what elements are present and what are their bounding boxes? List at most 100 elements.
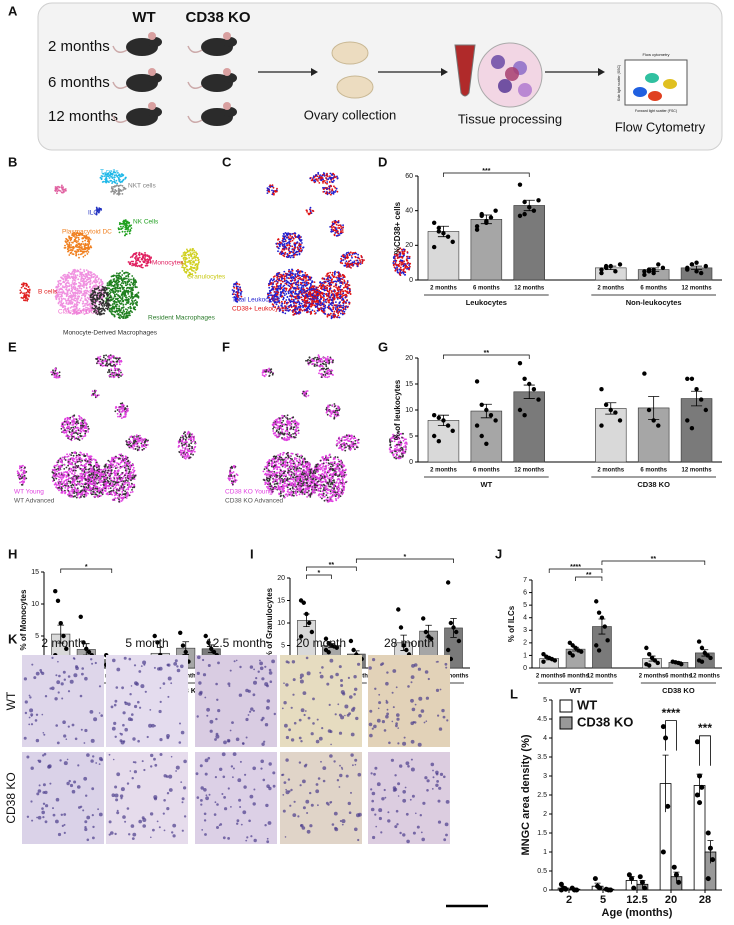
tsne-dot bbox=[104, 173, 107, 176]
tsne-dot bbox=[78, 234, 81, 237]
tsne-dot bbox=[20, 286, 23, 289]
tsne-dot bbox=[332, 172, 334, 175]
tsne-dot bbox=[107, 363, 110, 366]
tsne-dot bbox=[102, 300, 105, 303]
tsne-dot bbox=[296, 253, 299, 256]
tsne-dot bbox=[115, 309, 118, 312]
tsne-dot bbox=[94, 291, 97, 294]
tsne-dot bbox=[115, 279, 118, 281]
tsne-dot bbox=[26, 284, 28, 286]
tsne-dot bbox=[348, 301, 350, 304]
tsne-dot bbox=[69, 239, 72, 242]
tsne-dot bbox=[85, 280, 88, 283]
tsne-dot bbox=[128, 445, 130, 448]
tsne-dot bbox=[84, 304, 86, 307]
tsne-dot bbox=[87, 290, 90, 293]
tsne-dot bbox=[304, 272, 307, 274]
tsne-dot bbox=[333, 310, 336, 313]
tsne-dot bbox=[69, 277, 72, 279]
tsne-dot bbox=[75, 245, 78, 248]
arrow-head bbox=[441, 68, 448, 76]
tsne-dot bbox=[186, 257, 188, 260]
tsne-dot bbox=[326, 172, 328, 175]
tsne-dot bbox=[323, 286, 326, 288]
tsne-dot bbox=[120, 315, 123, 318]
tsne-dot bbox=[99, 364, 102, 367]
tsne-dot bbox=[118, 357, 120, 360]
tsne-dot bbox=[392, 264, 395, 267]
tsne-dot bbox=[22, 292, 24, 295]
tsne-dot bbox=[76, 298, 78, 301]
tsne-dot bbox=[125, 287, 128, 290]
tsne-dot bbox=[116, 274, 118, 277]
tsne-dot bbox=[71, 253, 74, 255]
tsne-dot bbox=[110, 375, 113, 378]
tsne-dot bbox=[74, 269, 77, 272]
tsne-dot bbox=[302, 273, 304, 276]
tsne-dot bbox=[363, 259, 365, 261]
tsne-dot bbox=[113, 174, 116, 177]
tsne-dot bbox=[326, 182, 328, 185]
tsne-dot bbox=[91, 390, 94, 392]
tsne-dot bbox=[72, 286, 75, 289]
tsne-dot bbox=[310, 284, 312, 287]
tsne-dot bbox=[144, 260, 146, 262]
tsne-dot bbox=[341, 297, 344, 300]
tsne-dot bbox=[327, 178, 330, 181]
tsne-dot bbox=[288, 309, 290, 312]
tsne-dot bbox=[283, 302, 286, 305]
tsne-dot bbox=[60, 295, 63, 298]
tsne-dot bbox=[340, 231, 342, 234]
tsne-dot bbox=[90, 394, 93, 397]
tsne-dot bbox=[111, 188, 114, 191]
tsne-dot bbox=[108, 287, 110, 290]
tsne-dot bbox=[79, 283, 82, 285]
tsne-dot bbox=[116, 373, 119, 376]
tsne-dot bbox=[326, 280, 329, 283]
tsne-dot bbox=[298, 274, 301, 277]
tsne-dot bbox=[60, 282, 63, 285]
tsne-dot bbox=[116, 412, 119, 415]
tsne-dot bbox=[91, 282, 94, 284]
tsne-dot bbox=[130, 446, 132, 449]
tsne-dot bbox=[124, 226, 127, 229]
tsne-dot bbox=[236, 292, 239, 294]
tsne-dot bbox=[303, 281, 305, 284]
tsne-dot bbox=[271, 279, 274, 282]
tsne-dot bbox=[292, 251, 295, 254]
tsne-dot bbox=[117, 415, 119, 418]
tsne-annotation: Granulocytes bbox=[187, 274, 226, 281]
tsne-dot bbox=[341, 299, 344, 301]
tsne-dot bbox=[80, 287, 83, 290]
tsne-dot bbox=[321, 277, 324, 279]
tsne-dot bbox=[87, 270, 90, 273]
tsne-dot bbox=[20, 291, 23, 293]
tsne-dot bbox=[95, 288, 98, 290]
tsne-dot bbox=[132, 448, 135, 450]
tsne-dot bbox=[338, 305, 341, 307]
tsne-dot bbox=[90, 309, 92, 312]
tsne-dot bbox=[234, 282, 237, 285]
tsne-dot bbox=[300, 287, 302, 289]
tsne-dot bbox=[23, 296, 25, 299]
tsne-dot bbox=[123, 313, 126, 316]
tsne-dot bbox=[181, 262, 184, 265]
tsne-dot bbox=[73, 310, 75, 312]
tsne-dot bbox=[122, 278, 125, 281]
tsne-dot bbox=[291, 272, 294, 275]
tsne-dot bbox=[283, 277, 286, 280]
tsne-dot bbox=[84, 310, 87, 312]
tsne-dot bbox=[89, 286, 91, 288]
tsne-dot bbox=[331, 298, 333, 301]
tsne-dot bbox=[344, 256, 346, 259]
tsne-dot bbox=[328, 292, 331, 294]
tsne-dot bbox=[120, 190, 123, 192]
tsne-dot bbox=[335, 276, 337, 279]
tsne-dot bbox=[306, 311, 308, 314]
tsne-dot bbox=[103, 294, 105, 297]
tsne-dot bbox=[75, 423, 78, 426]
tsne-dot bbox=[24, 299, 26, 302]
tsne-dot bbox=[73, 297, 76, 299]
tsne-annotation: Resident Macrophages bbox=[148, 315, 216, 322]
tsne-dot bbox=[328, 187, 331, 190]
